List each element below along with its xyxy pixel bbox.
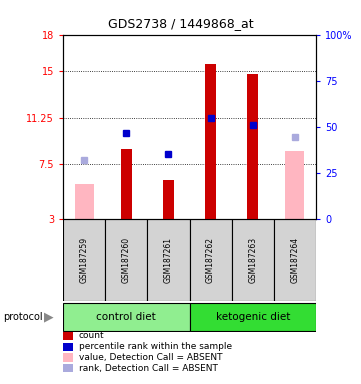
Text: value, Detection Call = ABSENT: value, Detection Call = ABSENT xyxy=(79,353,222,362)
Bar xyxy=(232,219,274,301)
Bar xyxy=(63,219,105,301)
Bar xyxy=(274,219,316,301)
Bar xyxy=(247,74,258,219)
Bar xyxy=(190,303,316,331)
Text: GSM187260: GSM187260 xyxy=(122,237,131,283)
Text: count: count xyxy=(79,331,104,341)
Bar xyxy=(285,151,304,219)
Text: GSM187264: GSM187264 xyxy=(290,237,299,283)
Bar xyxy=(75,184,94,219)
Bar xyxy=(205,64,216,219)
Bar xyxy=(105,219,147,301)
Text: rank, Detection Call = ABSENT: rank, Detection Call = ABSENT xyxy=(79,364,218,373)
Bar xyxy=(63,303,190,331)
Text: GSM187262: GSM187262 xyxy=(206,237,215,283)
Text: GDS2738 / 1449868_at: GDS2738 / 1449868_at xyxy=(108,17,253,30)
Text: control diet: control diet xyxy=(96,312,156,322)
Text: GSM187263: GSM187263 xyxy=(248,237,257,283)
Bar xyxy=(190,219,232,301)
Text: protocol: protocol xyxy=(4,312,43,322)
Text: GSM187261: GSM187261 xyxy=(164,237,173,283)
Text: percentile rank within the sample: percentile rank within the sample xyxy=(79,342,232,351)
Bar xyxy=(147,219,190,301)
Text: ▶: ▶ xyxy=(44,310,53,323)
Bar xyxy=(163,180,174,219)
Text: ketogenic diet: ketogenic diet xyxy=(216,312,290,322)
Bar xyxy=(121,149,132,219)
Text: GSM187259: GSM187259 xyxy=(80,237,89,283)
